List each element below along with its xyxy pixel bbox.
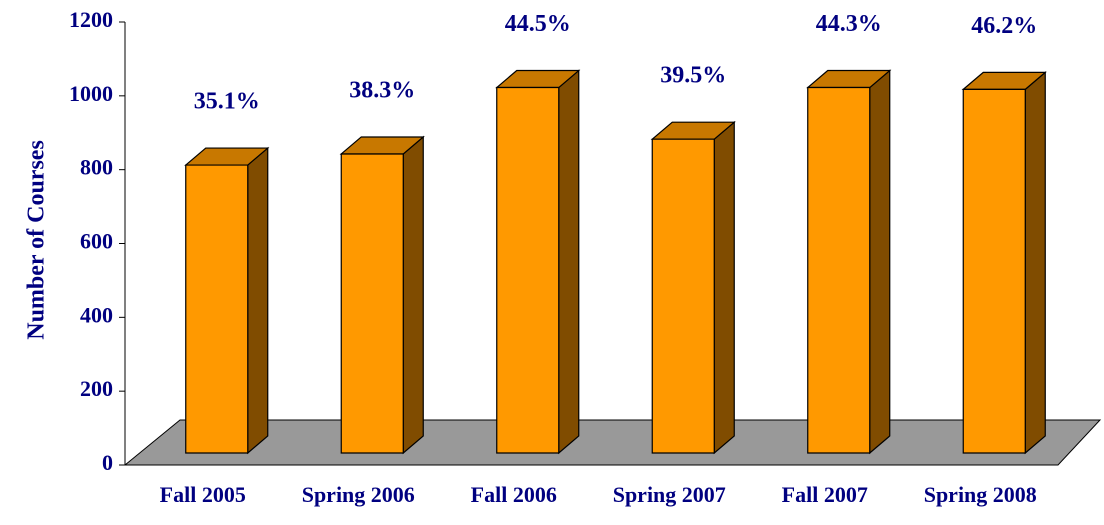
bar [961,71,1047,455]
y-tick-label: 400 [80,302,113,327]
y-axis-label: Number of Courses [24,140,50,340]
x-tick-label: Fall 2005 [160,482,246,507]
bar-front [807,86,871,454]
bar [650,120,736,455]
value-label: 35.1% [194,89,260,115]
bar-side [247,146,269,455]
value-label: 38.3% [349,77,415,103]
y-tick-label: 200 [80,376,113,401]
bar-front [340,153,404,454]
floor [123,419,1102,466]
bar [184,146,270,455]
x-tick-label: Fall 2007 [782,482,868,507]
bar-side [1024,71,1046,455]
bar-side [402,135,424,455]
y-tick-label: 1000 [69,81,113,106]
y-tick-label: 600 [80,229,113,254]
bar-side [713,120,735,455]
bar-front [651,138,715,454]
bar [339,135,425,455]
x-tick-label: Spring 2006 [302,482,415,507]
bar-side [558,69,580,455]
value-label: 39.5% [660,63,726,89]
y-tick-label: 0 [102,450,113,475]
value-label: 44.3% [816,11,882,37]
x-tick-label: Spring 2008 [924,482,1037,507]
x-tick-label: Fall 2006 [471,482,557,507]
bar-side [869,69,891,455]
y-tick-label: 800 [80,155,113,180]
bar [806,69,892,455]
y-tick-label: 1200 [69,7,113,32]
x-tick-label: Spring 2007 [613,482,726,507]
bar-front [496,86,560,454]
value-label: 44.5% [505,11,571,37]
bar [495,69,581,455]
bar-front [962,88,1026,454]
bar-front [185,164,249,454]
value-label: 46.2% [971,13,1037,39]
